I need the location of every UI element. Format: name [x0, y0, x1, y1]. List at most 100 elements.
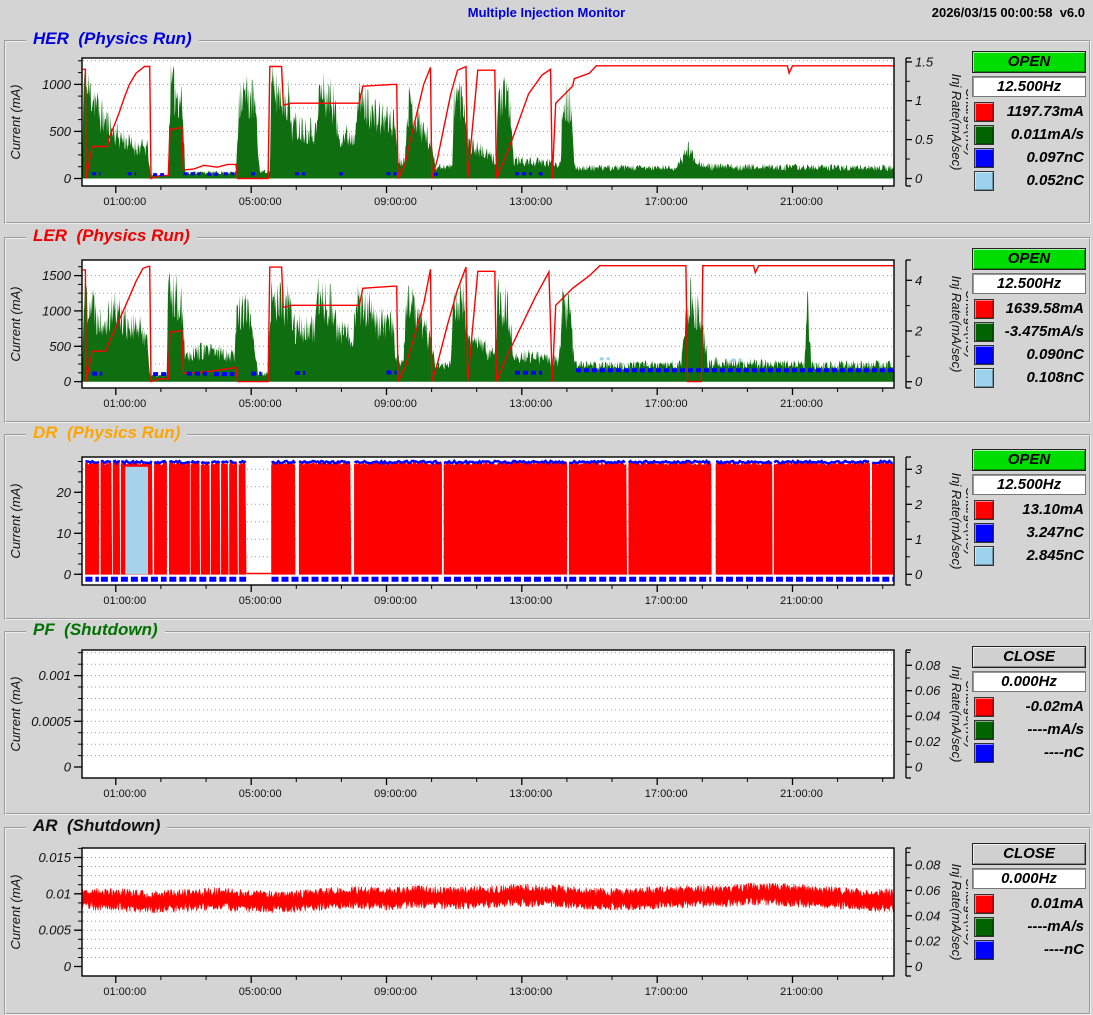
- svg-text:Charge(nC): Charge(nC): [963, 680, 968, 748]
- svg-text:0.5: 0.5: [915, 132, 934, 147]
- legend-swatch: [974, 545, 994, 566]
- svg-text:17:00:00: 17:00:00: [645, 986, 688, 998]
- svg-text:0.0005: 0.0005: [31, 714, 72, 729]
- legend-row: 2.845nC: [972, 544, 1086, 567]
- svg-text:Current (mA): Current (mA): [8, 874, 23, 949]
- svg-text:1: 1: [915, 532, 922, 547]
- legend-swatch: [974, 893, 994, 914]
- panel-title-dr: DR (Physics Run): [26, 423, 188, 443]
- panel-dr: DR (Physics Run) 0 10 20 Current (mA) 0 1 2 3 In…: [4, 423, 1091, 620]
- legend-value: -3.475mA/s: [1004, 323, 1084, 340]
- svg-text:3: 3: [915, 462, 923, 477]
- svg-text:21:00:00: 21:00:00: [780, 788, 823, 800]
- svg-text:17:00:00: 17:00:00: [645, 788, 688, 800]
- ler-info-panel: OPEN 12.500Hz 1639.58mA -3.475mA/s 0.090nC…: [972, 248, 1086, 389]
- pf-info-panel: CLOSE 0.000Hz -0.02mA ----mA/s ----nC: [972, 646, 1086, 764]
- legend-value: 1197.73mA: [1006, 103, 1084, 120]
- her-injection-frequency: 12.500Hz: [972, 76, 1086, 97]
- svg-text:1: 1: [915, 93, 922, 108]
- ar-chart: 0 0.005 0.01 0.015 Current (mA) 0 0.02 0.04 0.06…: [8, 847, 968, 998]
- svg-text:1.5: 1.5: [915, 54, 934, 69]
- svg-text:13:00:00: 13:00:00: [509, 788, 552, 800]
- svg-text:0.02: 0.02: [915, 734, 941, 749]
- her-beam-gate-status-button[interactable]: OPEN: [972, 51, 1086, 73]
- svg-text:1000: 1000: [42, 77, 72, 92]
- legend-row: ----mA/s: [972, 718, 1086, 741]
- ar-info-panel: CLOSE 0.000Hz 0.01mA ----mA/s ----nC: [972, 843, 1086, 961]
- svg-text:0: 0: [64, 567, 72, 582]
- svg-text:1500: 1500: [42, 268, 72, 283]
- legend-value: 0.108nC: [1026, 369, 1084, 386]
- legend-value: ----nC: [1044, 744, 1084, 761]
- svg-text:Inj Rate(mA/sec): Inj Rate(mA/sec): [949, 666, 964, 763]
- svg-text:05:00:00: 05:00:00: [239, 398, 282, 410]
- legend-swatch: [974, 499, 994, 520]
- svg-text:17:00:00: 17:00:00: [645, 595, 688, 607]
- svg-text:01:00:00: 01:00:00: [103, 788, 146, 800]
- legend-value: 0.011mA/s: [1010, 126, 1084, 143]
- svg-text:21:00:00: 21:00:00: [780, 986, 823, 998]
- svg-text:0.015: 0.015: [38, 850, 71, 865]
- pf-chart: 0 0.0005 0.001 Current (mA) 0 0.02 0.04 0.06 0.0…: [8, 649, 968, 800]
- svg-text:0.08: 0.08: [915, 858, 941, 873]
- svg-text:0.04: 0.04: [915, 709, 940, 724]
- datetime: 2026/03/15 00:00:58: [931, 5, 1053, 20]
- legend-row: 0.108nC: [972, 366, 1086, 389]
- legend-swatch: [974, 170, 994, 191]
- svg-text:09:00:00: 09:00:00: [374, 398, 417, 410]
- svg-text:Charge(nC): Charge(nC): [963, 88, 968, 156]
- svg-text:09:00:00: 09:00:00: [374, 986, 417, 998]
- svg-text:Inj Rate(mA/sec): Inj Rate(mA/sec): [949, 74, 964, 171]
- svg-text:13:00:00: 13:00:00: [509, 196, 552, 208]
- legend-row: 0.01mA: [972, 892, 1086, 915]
- ar-injection-frequency: 0.000Hz: [972, 868, 1086, 889]
- ler-chart: 0 500 1000 1500 Current (mA) 0 2 4 Inj Rate(mA/s…: [8, 259, 968, 410]
- svg-text:0: 0: [915, 567, 923, 582]
- legend-row: 0.090nC: [972, 343, 1086, 366]
- svg-text:0.02: 0.02: [915, 934, 941, 949]
- panel-title-ar: AR (Shutdown): [26, 816, 168, 836]
- svg-text:17:00:00: 17:00:00: [645, 398, 688, 410]
- svg-text:4: 4: [915, 273, 922, 288]
- svg-text:0.04: 0.04: [915, 908, 940, 923]
- svg-text:09:00:00: 09:00:00: [374, 196, 417, 208]
- svg-text:Current (mA): Current (mA): [8, 286, 23, 361]
- ler-beam-gate-status-button[interactable]: OPEN: [972, 248, 1086, 270]
- svg-text:13:00:00: 13:00:00: [509, 595, 552, 607]
- panel-title-her: HER (Physics Run): [26, 29, 199, 49]
- svg-text:0.06: 0.06: [915, 683, 941, 698]
- svg-text:0: 0: [64, 959, 72, 974]
- ar-beam-gate-status-button[interactable]: CLOSE: [972, 843, 1086, 865]
- svg-text:Inj Rate(mA/sec): Inj Rate(mA/sec): [949, 473, 964, 570]
- svg-text:0.06: 0.06: [915, 883, 941, 898]
- svg-text:09:00:00: 09:00:00: [374, 595, 417, 607]
- svg-text:01:00:00: 01:00:00: [103, 986, 146, 998]
- svg-text:500: 500: [49, 339, 71, 354]
- svg-text:1000: 1000: [42, 303, 72, 318]
- svg-text:05:00:00: 05:00:00: [239, 196, 282, 208]
- legend-row: ----mA/s: [972, 915, 1086, 938]
- legend-swatch: [974, 147, 994, 168]
- her-info-panel: OPEN 12.500Hz 1197.73mA 0.011mA/s 0.097nC 0…: [972, 51, 1086, 192]
- legend-value: 0.097nC: [1026, 149, 1084, 166]
- svg-text:Charge(nC): Charge(nC): [963, 487, 968, 555]
- svg-text:0.08: 0.08: [915, 658, 941, 673]
- svg-text:01:00:00: 01:00:00: [103, 398, 146, 410]
- datetime-version: 2026/03/15 00:00:58 v6.0: [932, 5, 1085, 20]
- legend-row: -0.02mA: [972, 695, 1086, 718]
- dr-beam-gate-status-button[interactable]: OPEN: [972, 449, 1086, 471]
- svg-text:2: 2: [914, 324, 923, 339]
- svg-text:17:00:00: 17:00:00: [645, 196, 688, 208]
- svg-text:09:00:00: 09:00:00: [374, 788, 417, 800]
- svg-text:13:00:00: 13:00:00: [509, 398, 552, 410]
- legend-swatch: [974, 696, 994, 717]
- svg-text:21:00:00: 21:00:00: [780, 196, 823, 208]
- svg-text:0: 0: [64, 171, 72, 186]
- svg-text:Charge(nC): Charge(nC): [963, 290, 968, 358]
- pf-beam-gate-status-button[interactable]: CLOSE: [972, 646, 1086, 668]
- svg-text:Current (mA): Current (mA): [8, 84, 23, 159]
- legend-swatch: [974, 939, 994, 960]
- svg-text:0: 0: [915, 760, 923, 775]
- legend-row: 1197.73mA: [972, 100, 1086, 123]
- svg-text:Inj Rate(mA/sec): Inj Rate(mA/sec): [949, 864, 964, 961]
